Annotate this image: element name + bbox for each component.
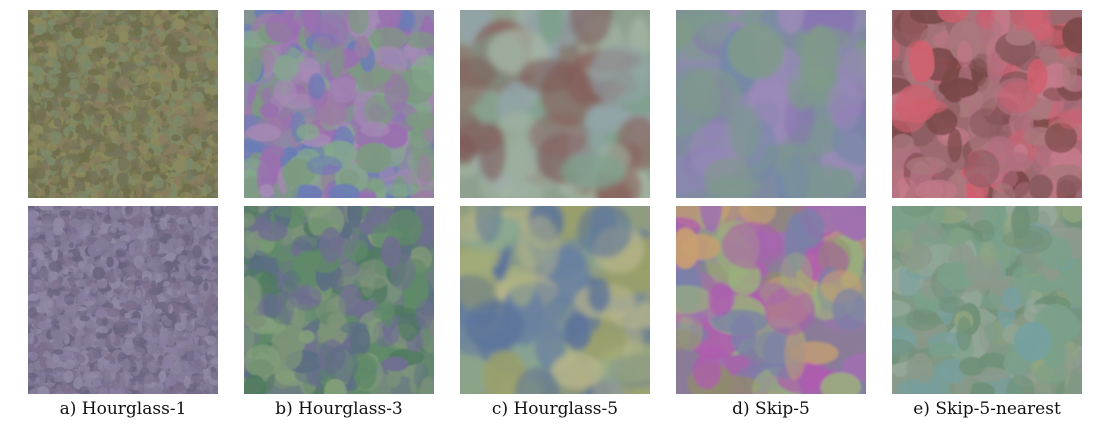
- panel-d-caption: d) Skip-5: [732, 399, 810, 419]
- hourglass-1-top-texture: [28, 10, 218, 198]
- panel-e-top-image: [892, 10, 1082, 198]
- panel-c-top-image: [460, 10, 650, 198]
- panel-c-bottom-image: [460, 206, 650, 394]
- hourglass-5-bottom-texture: [460, 206, 650, 394]
- panel-d-bottom-image: [676, 206, 866, 394]
- panel-a-bottom-image: [28, 206, 218, 394]
- panel-e-bottom-image: [892, 206, 1082, 394]
- hourglass-3-top-texture: [244, 10, 434, 198]
- hourglass-1-bottom-texture: [28, 206, 218, 394]
- panel-a-caption: a) Hourglass-1: [59, 399, 187, 419]
- skip-5-bottom-texture: [676, 206, 866, 394]
- skip-5-nearest-top-texture: [892, 10, 1082, 198]
- hourglass-3-bottom-texture: [244, 206, 434, 394]
- panel-c-caption: c) Hourglass-5: [491, 399, 619, 419]
- panel-b-caption: b) Hourglass-3: [275, 399, 403, 419]
- panel-a-top-image: [28, 10, 218, 198]
- panel-b-top-image: [244, 10, 434, 198]
- hourglass-5-top-texture: [460, 10, 650, 198]
- skip-5-top-texture: [676, 10, 866, 198]
- panel-e-caption: e) Skip-5-nearest: [913, 399, 1061, 419]
- panel-b-bottom-image: [244, 206, 434, 394]
- skip-5-nearest-bottom-texture: [892, 206, 1082, 394]
- panel-d-top-image: [676, 10, 866, 198]
